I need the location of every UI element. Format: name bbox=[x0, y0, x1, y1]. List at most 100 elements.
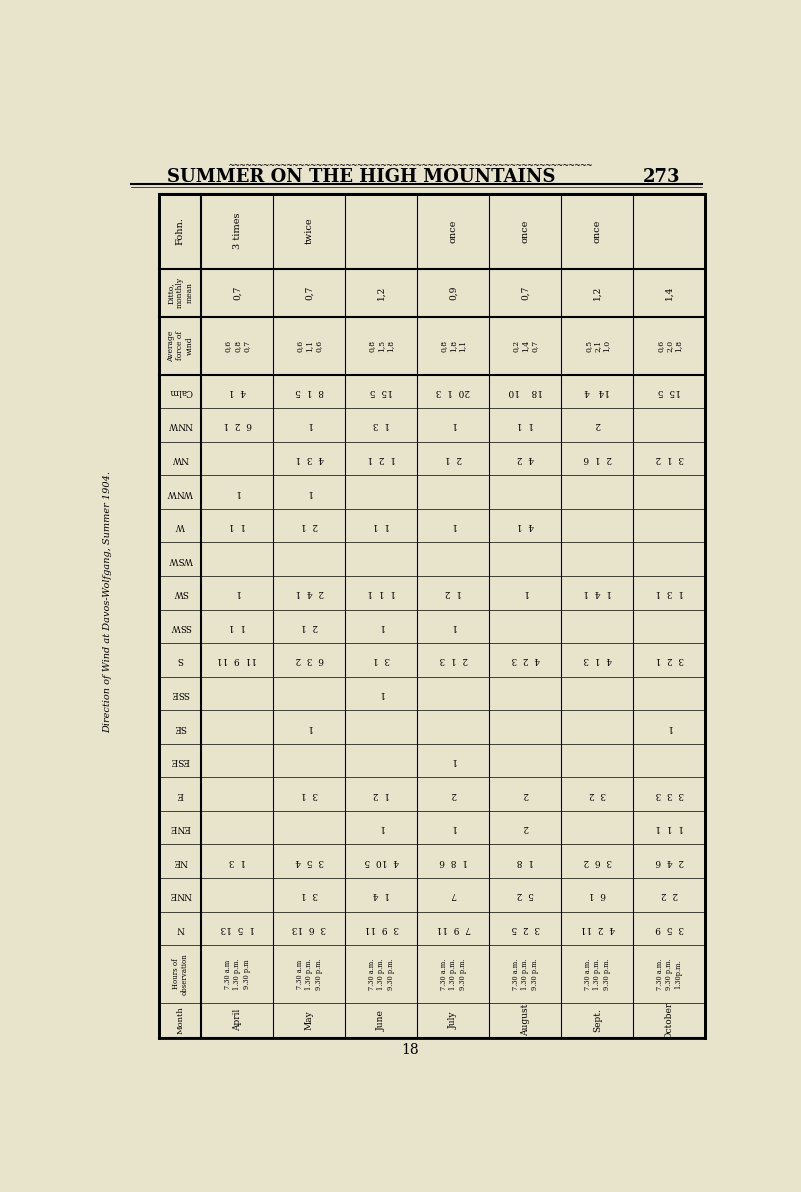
Text: 3 times: 3 times bbox=[233, 213, 242, 249]
Text: 4  1: 4 1 bbox=[229, 387, 246, 396]
Text: 1  1  1: 1 1 1 bbox=[367, 589, 396, 597]
Text: 2  1: 2 1 bbox=[300, 622, 318, 631]
Text: 1  4: 1 4 bbox=[372, 890, 390, 899]
Text: 1  5  13: 1 5 13 bbox=[220, 924, 255, 933]
Text: 20  1  3: 20 1 3 bbox=[437, 387, 470, 396]
Text: 2  1: 2 1 bbox=[445, 454, 462, 462]
Text: 0,7: 0,7 bbox=[305, 286, 314, 300]
Text: 2: 2 bbox=[522, 789, 528, 799]
Text: W: W bbox=[175, 521, 185, 530]
Text: 1,2: 1,2 bbox=[593, 286, 602, 300]
Text: 1: 1 bbox=[378, 824, 384, 832]
Text: 0,9: 0,9 bbox=[449, 286, 458, 300]
Text: NNE: NNE bbox=[169, 890, 191, 899]
Text: 6  2  1: 6 2 1 bbox=[223, 421, 252, 429]
Text: 1: 1 bbox=[666, 722, 672, 732]
Text: SW: SW bbox=[172, 589, 188, 597]
Text: 18: 18 bbox=[401, 1043, 420, 1057]
Text: Direction of Wind at Davos-Wolfgang, Summer 1904.: Direction of Wind at Davos-Wolfgang, Sum… bbox=[103, 471, 112, 733]
Text: 1  1: 1 1 bbox=[517, 421, 534, 429]
Text: 1  1: 1 1 bbox=[229, 622, 246, 631]
Text: SSW: SSW bbox=[170, 622, 191, 631]
Text: 1  1: 1 1 bbox=[229, 521, 246, 530]
Text: 1: 1 bbox=[307, 722, 312, 732]
Text: 2  4  6: 2 4 6 bbox=[655, 857, 684, 865]
Text: ENE: ENE bbox=[170, 824, 191, 832]
Text: 7.30 a.m
1.30 p.m.
9.30 p.m: 7.30 a.m 1.30 p.m. 9.30 p.m bbox=[224, 958, 251, 989]
Text: 1  2  1: 1 2 1 bbox=[367, 454, 396, 462]
Text: 15  5: 15 5 bbox=[370, 387, 393, 396]
Text: 1: 1 bbox=[235, 589, 240, 597]
Text: 7  9  11: 7 9 11 bbox=[436, 924, 471, 933]
Text: 1: 1 bbox=[307, 488, 312, 497]
Text: 3  9  11: 3 9 11 bbox=[364, 924, 399, 933]
Text: 1  3  1: 1 3 1 bbox=[655, 589, 684, 597]
Text: 1: 1 bbox=[450, 824, 457, 832]
Text: NW: NW bbox=[171, 454, 189, 462]
Text: 3  2  5: 3 2 5 bbox=[511, 924, 540, 933]
Text: 1  1: 1 1 bbox=[372, 521, 390, 530]
Text: 4  1: 4 1 bbox=[517, 521, 534, 530]
Text: 1: 1 bbox=[450, 622, 457, 631]
Text: 1  2: 1 2 bbox=[445, 589, 462, 597]
Text: 3  2: 3 2 bbox=[589, 789, 606, 799]
Text: 8  1  5: 8 1 5 bbox=[295, 387, 324, 396]
Text: 7.30 a.m.
1.30 p.m.
9.30 p.m.: 7.30 a.m. 1.30 p.m. 9.30 p.m. bbox=[512, 958, 538, 989]
Text: 0,6
0,8
0,7: 0,6 0,8 0,7 bbox=[224, 340, 251, 352]
Text: Ditto,
monthly
mean: Ditto, monthly mean bbox=[167, 278, 193, 309]
Text: 3  1  2: 3 1 2 bbox=[655, 454, 683, 462]
Text: Calm: Calm bbox=[168, 387, 192, 396]
Text: April: April bbox=[233, 1010, 242, 1031]
Text: 1: 1 bbox=[378, 622, 384, 631]
Text: Fohn.: Fohn. bbox=[175, 217, 185, 246]
Text: 3  1: 3 1 bbox=[300, 789, 318, 799]
Text: 6  3  2: 6 3 2 bbox=[295, 656, 324, 664]
Text: SE: SE bbox=[174, 722, 187, 732]
Text: July: July bbox=[449, 1012, 458, 1029]
Text: 2: 2 bbox=[594, 421, 600, 429]
Text: once: once bbox=[521, 219, 529, 243]
Text: August: August bbox=[521, 1004, 529, 1037]
Text: 1: 1 bbox=[450, 756, 457, 765]
Text: May: May bbox=[305, 1011, 314, 1030]
Text: 7.30 a.m.
1.30 p.m.
9.30 p.m.: 7.30 a.m. 1.30 p.m. 9.30 p.m. bbox=[584, 958, 610, 989]
Text: 1  2: 1 2 bbox=[372, 789, 390, 799]
Text: 0,6
2,0
1,8: 0,6 2,0 1,8 bbox=[656, 340, 682, 352]
Text: WSW: WSW bbox=[168, 554, 192, 564]
Text: 3  5  4: 3 5 4 bbox=[295, 857, 324, 865]
Text: NE: NE bbox=[173, 857, 187, 865]
Text: Hours of
observation: Hours of observation bbox=[171, 954, 189, 995]
Text: Month: Month bbox=[176, 1006, 184, 1035]
Text: 1  3: 1 3 bbox=[229, 857, 246, 865]
Bar bbox=[159, 193, 706, 197]
Text: 1: 1 bbox=[522, 589, 528, 597]
Text: 15  5: 15 5 bbox=[658, 387, 681, 396]
Text: 3  3  3: 3 3 3 bbox=[655, 789, 683, 799]
Text: 1: 1 bbox=[450, 421, 457, 429]
Text: once: once bbox=[449, 219, 458, 243]
Text: 2  1  3: 2 1 3 bbox=[439, 656, 468, 664]
Text: 2  1  6: 2 1 6 bbox=[583, 454, 612, 462]
Text: October: October bbox=[665, 1001, 674, 1039]
Text: 1  3: 1 3 bbox=[372, 421, 390, 429]
Text: 1  1  1: 1 1 1 bbox=[655, 824, 684, 832]
Text: 5  2: 5 2 bbox=[517, 890, 534, 899]
Text: 1  4  1: 1 4 1 bbox=[583, 589, 612, 597]
Text: 7.30 a.m.
9.30 p.m.
1.30p.m.: 7.30 a.m. 9.30 p.m. 1.30p.m. bbox=[656, 958, 682, 989]
Text: 3  6  2: 3 6 2 bbox=[583, 857, 612, 865]
Text: 18    10: 18 10 bbox=[508, 387, 542, 396]
Text: 4  2  3: 4 2 3 bbox=[511, 656, 540, 664]
Text: twice: twice bbox=[305, 218, 314, 244]
Text: 0,7: 0,7 bbox=[233, 286, 242, 300]
Text: June: June bbox=[376, 1010, 386, 1031]
Text: WNW: WNW bbox=[167, 488, 193, 497]
Text: 6  1: 6 1 bbox=[589, 890, 606, 899]
Text: 4  10  5: 4 10 5 bbox=[364, 857, 399, 865]
Text: 2: 2 bbox=[522, 824, 528, 832]
Text: 1: 1 bbox=[235, 488, 240, 497]
Text: 1: 1 bbox=[378, 689, 384, 699]
Text: ESE: ESE bbox=[171, 756, 190, 765]
Text: 3  1: 3 1 bbox=[372, 656, 390, 664]
Text: 2  1: 2 1 bbox=[300, 521, 318, 530]
Text: S: S bbox=[177, 656, 183, 664]
